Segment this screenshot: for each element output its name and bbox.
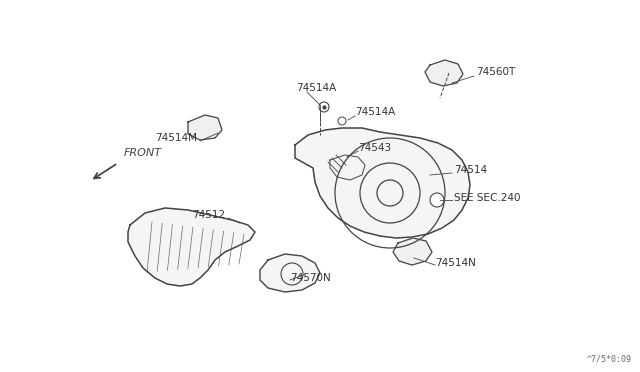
Text: 74514A: 74514A — [355, 107, 396, 117]
Text: 74514N: 74514N — [435, 258, 476, 268]
Polygon shape — [295, 128, 470, 238]
Polygon shape — [128, 208, 255, 286]
Circle shape — [319, 102, 329, 112]
Text: FRONT: FRONT — [124, 148, 162, 158]
Polygon shape — [425, 60, 463, 86]
Polygon shape — [188, 115, 222, 140]
Text: 74560T: 74560T — [476, 67, 515, 77]
Text: 74514: 74514 — [454, 165, 487, 175]
Text: ^7/5*0:09: ^7/5*0:09 — [587, 355, 632, 364]
Circle shape — [430, 193, 444, 207]
Text: 74543: 74543 — [358, 143, 391, 153]
Circle shape — [338, 117, 346, 125]
Text: 74514M: 74514M — [155, 133, 197, 143]
Polygon shape — [260, 254, 320, 292]
Polygon shape — [393, 238, 432, 265]
Text: 74514A: 74514A — [296, 83, 336, 93]
Text: 74570N: 74570N — [290, 273, 331, 283]
Text: 74512: 74512 — [192, 210, 225, 220]
Text: SEE SEC.240: SEE SEC.240 — [454, 193, 520, 203]
